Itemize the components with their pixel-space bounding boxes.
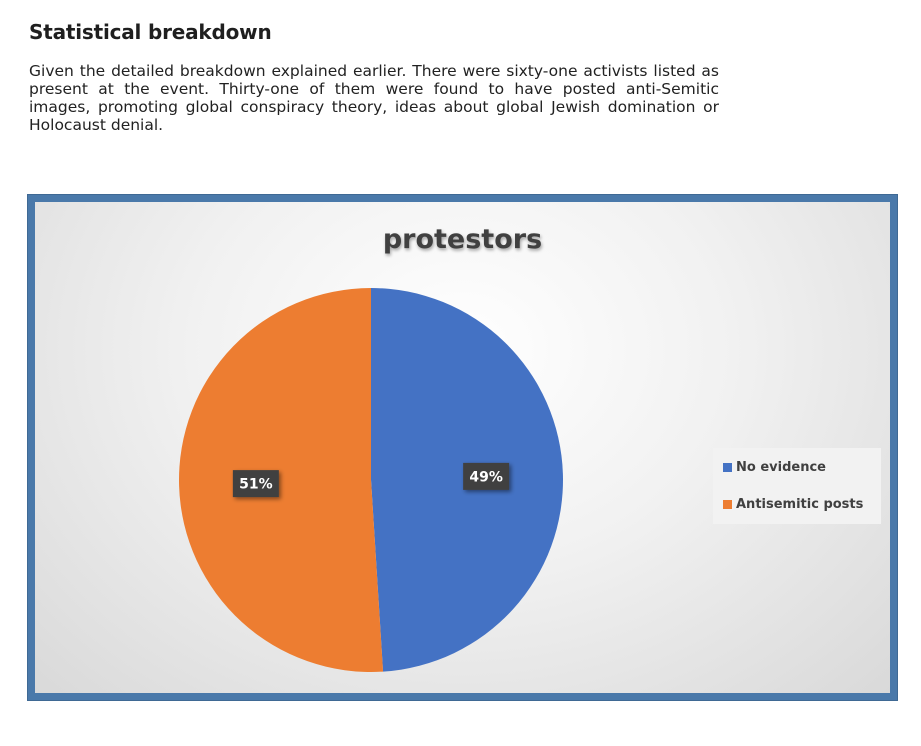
chart-frame: protestors 49% 51% No evidence Antisemiti… [28, 195, 897, 700]
data-label-antisemitic-posts: 51% [232, 470, 279, 498]
data-label-no-evidence: 49% [463, 462, 510, 490]
pie-chart: 49% 51% [178, 288, 563, 672]
section-heading: Statistical breakdown [29, 20, 272, 44]
data-label-text: 51% [239, 477, 273, 493]
data-label-text: 49% [469, 469, 503, 485]
data-label-box [232, 470, 279, 498]
legend-label-antisemitic-posts: Antisemitic posts [736, 496, 864, 512]
chart-title: protestors [382, 224, 543, 255]
data-label-box [463, 462, 510, 490]
legend-item-no-evidence: No evidence [723, 458, 875, 476]
pie-slice-antisemitic-posts [178, 288, 384, 672]
legend-label-no-evidence: No evidence [736, 459, 826, 475]
legend-swatch-no-evidence [723, 462, 732, 472]
legend-swatch-antisemitic-posts [723, 499, 732, 509]
legend-item-antisemitic-posts: Antisemitic posts [723, 495, 875, 513]
body-paragraph: Given the detailed breakdown explained e… [29, 62, 719, 134]
chart-legend: No evidence Antisemitic posts [713, 448, 881, 524]
pie-data-labels: 49% 51% [232, 462, 510, 498]
